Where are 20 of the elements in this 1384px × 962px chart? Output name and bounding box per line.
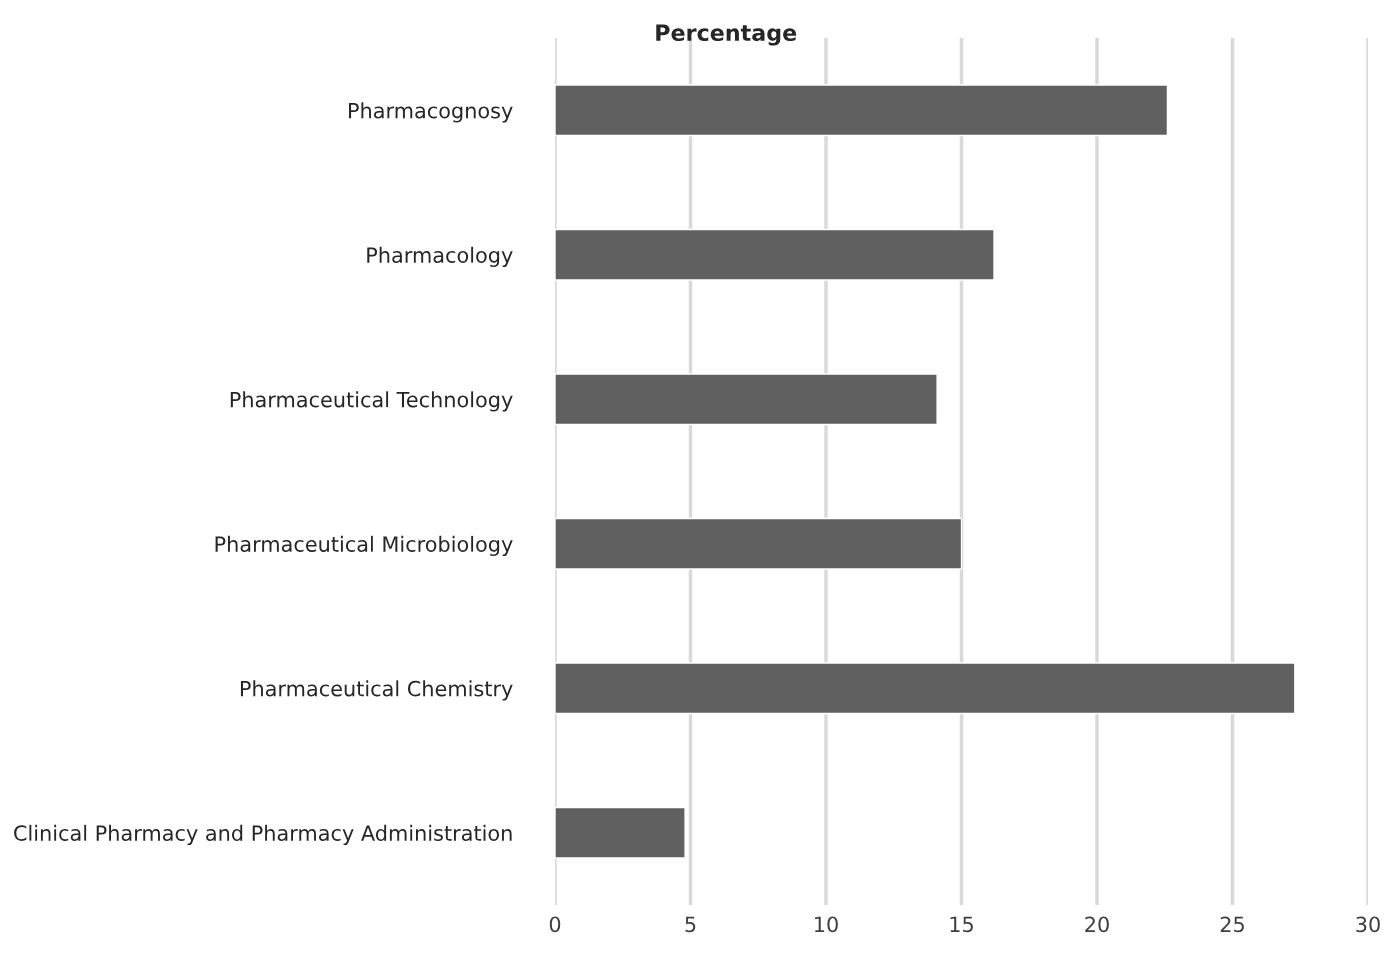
x-tick-label: 0 (549, 916, 561, 933)
y-tick-label: Pharmacognosy (349, 102, 513, 123)
x-tick-label: 15 (950, 916, 973, 933)
x-tick-label: 30 (1356, 916, 1380, 933)
bar (555, 84, 1169, 137)
x-tick-label: 10 (815, 916, 838, 933)
bar (555, 517, 963, 570)
x-tick-label: 25 (1220, 916, 1244, 933)
y-tick-label: Pharmaceutical Microbiology (215, 535, 513, 556)
bar (555, 373, 938, 426)
x-tick-label: 20 (1085, 916, 1109, 933)
y-tick-label: Clinical Pharmacy and Pharmacy Administration (14, 824, 512, 845)
y-tick-label: Pharmacology (367, 246, 513, 267)
x-tick-label: 5 (685, 916, 696, 933)
bar (555, 662, 1296, 715)
y-tick-label: Pharmaceutical Technology (230, 391, 513, 412)
bar (555, 228, 995, 281)
y-tick-label: Pharmaceutical Chemistry (240, 680, 513, 701)
bar (555, 806, 686, 859)
chart-title: Percentage (656, 24, 797, 46)
